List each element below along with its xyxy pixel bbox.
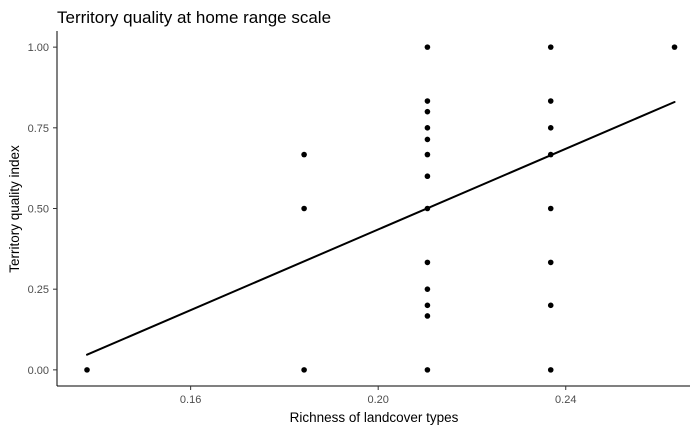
data-point [424, 205, 431, 212]
data-point [547, 44, 554, 50]
data-point [547, 151, 554, 158]
data-point [301, 151, 307, 158]
data-point [671, 44, 678, 50]
x-tick-label: 0.20 [367, 394, 388, 406]
data-point [424, 108, 431, 115]
regression-line [86, 101, 676, 356]
data-point [547, 259, 554, 266]
data-point [547, 98, 554, 104]
data-point [547, 367, 554, 373]
y-axis-title: Territory quality index [7, 145, 22, 273]
y-tick-label: 0.25 [28, 284, 49, 296]
data-point [547, 205, 554, 212]
x-axis-title: Richness of landcover types [290, 410, 459, 425]
data-point [424, 173, 431, 180]
data-point [424, 313, 431, 319]
data-point [424, 98, 431, 104]
data-point [301, 367, 307, 373]
data-point [424, 259, 431, 266]
data-point [424, 286, 431, 292]
data-point [424, 367, 431, 373]
x-tick-label: 0.24 [555, 394, 576, 406]
chart-title: Territory quality at home range scale [57, 8, 331, 27]
data-point [424, 151, 431, 158]
y-tick-label: 0.75 [28, 123, 49, 135]
x-tick-label: 0.16 [180, 394, 201, 406]
data-point [424, 136, 431, 143]
y-tick-label: 0.50 [28, 204, 49, 216]
data-point [84, 367, 90, 373]
data-point [547, 125, 554, 131]
y-tick-label: 0.00 [28, 365, 49, 377]
axes: 0.00 0.25 0.50 0.75 1.00 0.16 0.20 0.24 [28, 31, 690, 406]
data-point [547, 302, 554, 309]
plot-area [84, 44, 678, 373]
data-point [424, 302, 431, 309]
y-tick-label: 1.00 [28, 42, 49, 54]
data-point [301, 205, 307, 212]
data-point [424, 125, 431, 131]
data-point [424, 44, 431, 50]
